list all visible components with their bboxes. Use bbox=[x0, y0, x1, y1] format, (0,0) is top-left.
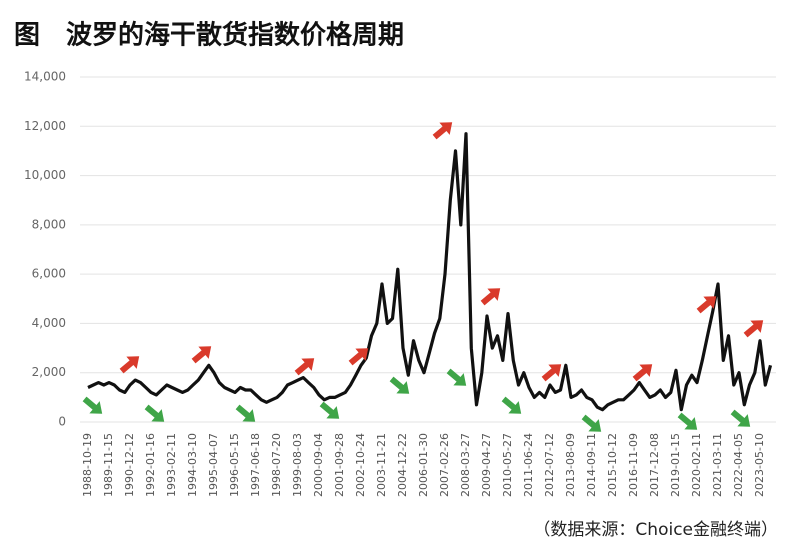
y-tick-label: 4,000 bbox=[32, 316, 66, 330]
x-tick-label: 2001-09-28 bbox=[333, 433, 346, 497]
x-tick-label: 2013-08-09 bbox=[564, 433, 577, 497]
x-tick-label: 2023-05-10 bbox=[753, 433, 766, 497]
y-tick-label: 14,000 bbox=[24, 70, 66, 84]
x-tick-label: 1993-02-11 bbox=[165, 433, 178, 497]
x-tick-label: 2012-07-12 bbox=[543, 433, 556, 497]
x-tick-label: 2014-09-11 bbox=[585, 433, 598, 497]
y-tick-label: 2,000 bbox=[32, 365, 66, 379]
x-tick-label: 1989-11-15 bbox=[102, 433, 115, 497]
x-tick-label: 2016-11-09 bbox=[627, 433, 640, 497]
x-tick-label: 1996-05-15 bbox=[228, 433, 241, 497]
x-tick-label: 1990-12-12 bbox=[123, 433, 136, 497]
x-tick-label: 1998-07-20 bbox=[270, 433, 283, 497]
x-tick-label: 2009-04-27 bbox=[480, 433, 493, 497]
x-tick-label: 2002-10-24 bbox=[354, 433, 367, 497]
x-tick-label: 1994-03-10 bbox=[186, 433, 199, 497]
chart-title: 图 波罗的海干散货指数价格周期 bbox=[14, 20, 404, 51]
x-tick-label: 2019-01-15 bbox=[669, 433, 682, 497]
x-tick-label: 2022-04-05 bbox=[732, 433, 745, 497]
x-tick-label: 2020-02-11 bbox=[690, 433, 703, 497]
y-tick-label: 10,000 bbox=[24, 168, 66, 182]
x-tick-label: 2015-10-12 bbox=[606, 433, 619, 497]
x-tick-label: 2017-12-08 bbox=[648, 433, 661, 497]
y-tick-label: 0 bbox=[58, 415, 66, 429]
x-tick-label: 2021-03-11 bbox=[711, 433, 724, 497]
x-tick-label: 1999-08-03 bbox=[291, 433, 304, 497]
x-tick-label: 1997-06-18 bbox=[249, 433, 262, 497]
x-tick-label: 1992-01-16 bbox=[144, 433, 157, 497]
x-tick-label: 2006-01-30 bbox=[417, 433, 430, 497]
x-tick-label: 2000-09-04 bbox=[312, 433, 325, 497]
x-tick-label: 2008-03-27 bbox=[459, 433, 472, 497]
x-tick-label: 2003-11-21 bbox=[375, 433, 388, 497]
x-tick-label: 2004-12-22 bbox=[396, 433, 409, 497]
x-tick-label: 1988-10-19 bbox=[81, 433, 94, 497]
x-tick-label: 1995-04-07 bbox=[207, 433, 220, 497]
x-tick-label: 2010-05-27 bbox=[501, 433, 514, 497]
x-tick-label: 2011-06-24 bbox=[522, 433, 535, 497]
y-tick-label: 12,000 bbox=[24, 119, 66, 133]
x-tick-label: 2007-02-26 bbox=[438, 433, 451, 497]
grid bbox=[80, 76, 776, 423]
y-tick-label: 8,000 bbox=[32, 217, 66, 231]
source-note: （数据来源：Choice金融终端） bbox=[533, 520, 778, 540]
y-tick-label: 6,000 bbox=[32, 267, 66, 281]
data-line bbox=[87, 132, 773, 412]
